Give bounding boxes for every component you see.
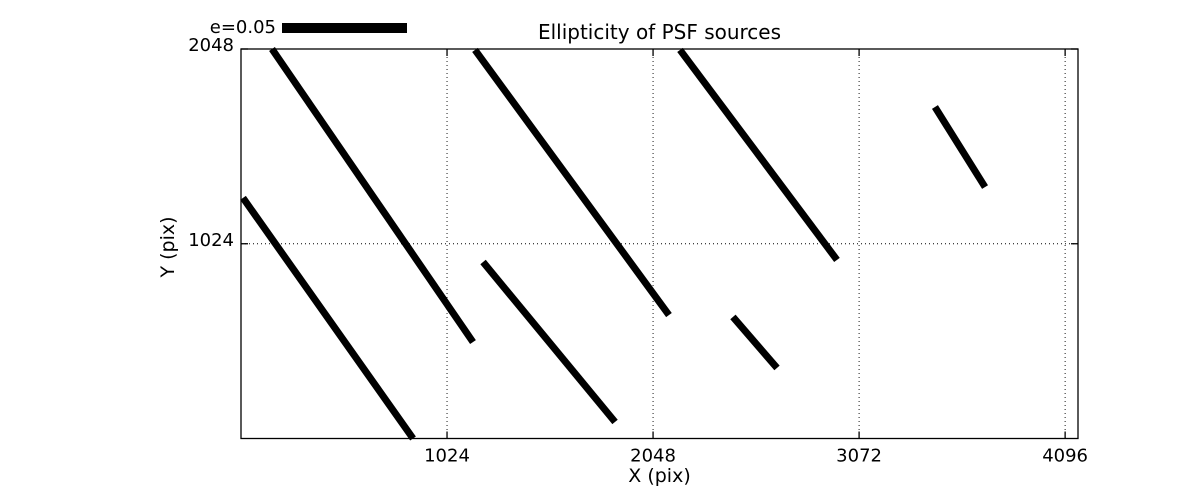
psf-ellipticity-segment: [472, 47, 672, 318]
legend-label: e=0.05: [209, 17, 276, 38]
x-tick-label: 3072: [836, 446, 882, 467]
psf-ellipticity-segment: [240, 195, 416, 441]
psf-ellipticity-segment: [269, 47, 476, 345]
psf-ellipticity-segment: [677, 47, 840, 263]
x-tick-label: 4096: [1042, 446, 1088, 467]
psf-ellipticity-segment: [480, 259, 618, 425]
y-tick-label: 1024: [188, 230, 234, 251]
plot-frame: [240, 48, 1079, 440]
y-tick-label: 2048: [188, 35, 234, 56]
chart-title: Ellipticity of PSF sources: [537, 20, 782, 44]
psf-ellipticity-segment: [730, 314, 780, 371]
legend-scale-bar: [282, 23, 407, 33]
x-tick-label: 2048: [630, 446, 676, 467]
x-axis-label: X (pix): [628, 465, 691, 487]
y-axis-label: Y (pix): [157, 216, 179, 278]
x-tick-label: 1024: [424, 446, 470, 467]
psf-ellipticity-segment: [931, 105, 989, 189]
